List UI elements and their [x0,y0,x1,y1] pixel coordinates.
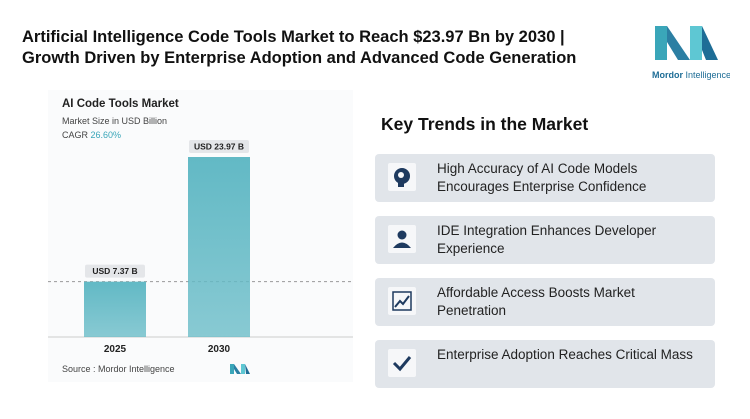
trend-card: High Accuracy of AI Code Models Encourag… [375,154,715,202]
trend-icon [388,225,416,253]
cagr-value: 26.60% [91,130,122,140]
chart: AI Code Tools Market Market Size in USD … [48,90,353,382]
trends-title: Key Trends in the Market [381,114,589,134]
trend-text: IDE Integration Enhances Developer Exper… [437,223,657,256]
logo-text: Intelligence [686,70,730,80]
cagr-label: CAGR [62,130,89,140]
logo-text: Mordor [652,70,683,80]
trend-icon [388,287,416,315]
cagr: CAGR 26.60% [62,130,121,140]
trend-card: IDE Integration Enhances Developer Exper… [375,216,715,264]
x-tick-label: 2030 [208,344,231,355]
chart-title: AI Code Tools Market [62,98,179,110]
chart-subtitle: Market Size in USD Billion [62,116,167,126]
trend-card: Affordable Access Boosts Market Penetrat… [375,278,715,326]
trend-text: High Accuracy of AI Code Models Encourag… [437,161,647,194]
x-tick-label: 2025 [104,344,127,355]
value-label-box [189,140,249,153]
title-line: Growth Driven by Enterprise Adoption and… [22,49,577,67]
source-logo [230,364,250,374]
value-label: USD 23.97 B [194,142,244,152]
trend-icon [388,163,416,191]
logo: Mordor Intelligence [652,26,730,80]
value-label-box [85,264,145,278]
trend-text: Enterprise Adoption Reaches Critical Mas… [437,347,693,362]
header-title: Artificial Intelligence Code Tools Marke… [22,27,576,69]
bar [188,157,250,337]
trend-text: Affordable Access Boosts Market Penetrat… [437,285,635,318]
value-label: USD 7.37 B [92,266,137,276]
source: Source : Mordor Intelligence [62,364,175,374]
trend-card: Enterprise Adoption Reaches Critical Mas… [375,340,715,388]
trend-icon [388,349,416,377]
svg-text:Mordor Intelligence: Mordor Intelligence [652,70,730,80]
title-line: Artificial Intelligence Code Tools Marke… [22,28,565,46]
bar [84,281,146,337]
